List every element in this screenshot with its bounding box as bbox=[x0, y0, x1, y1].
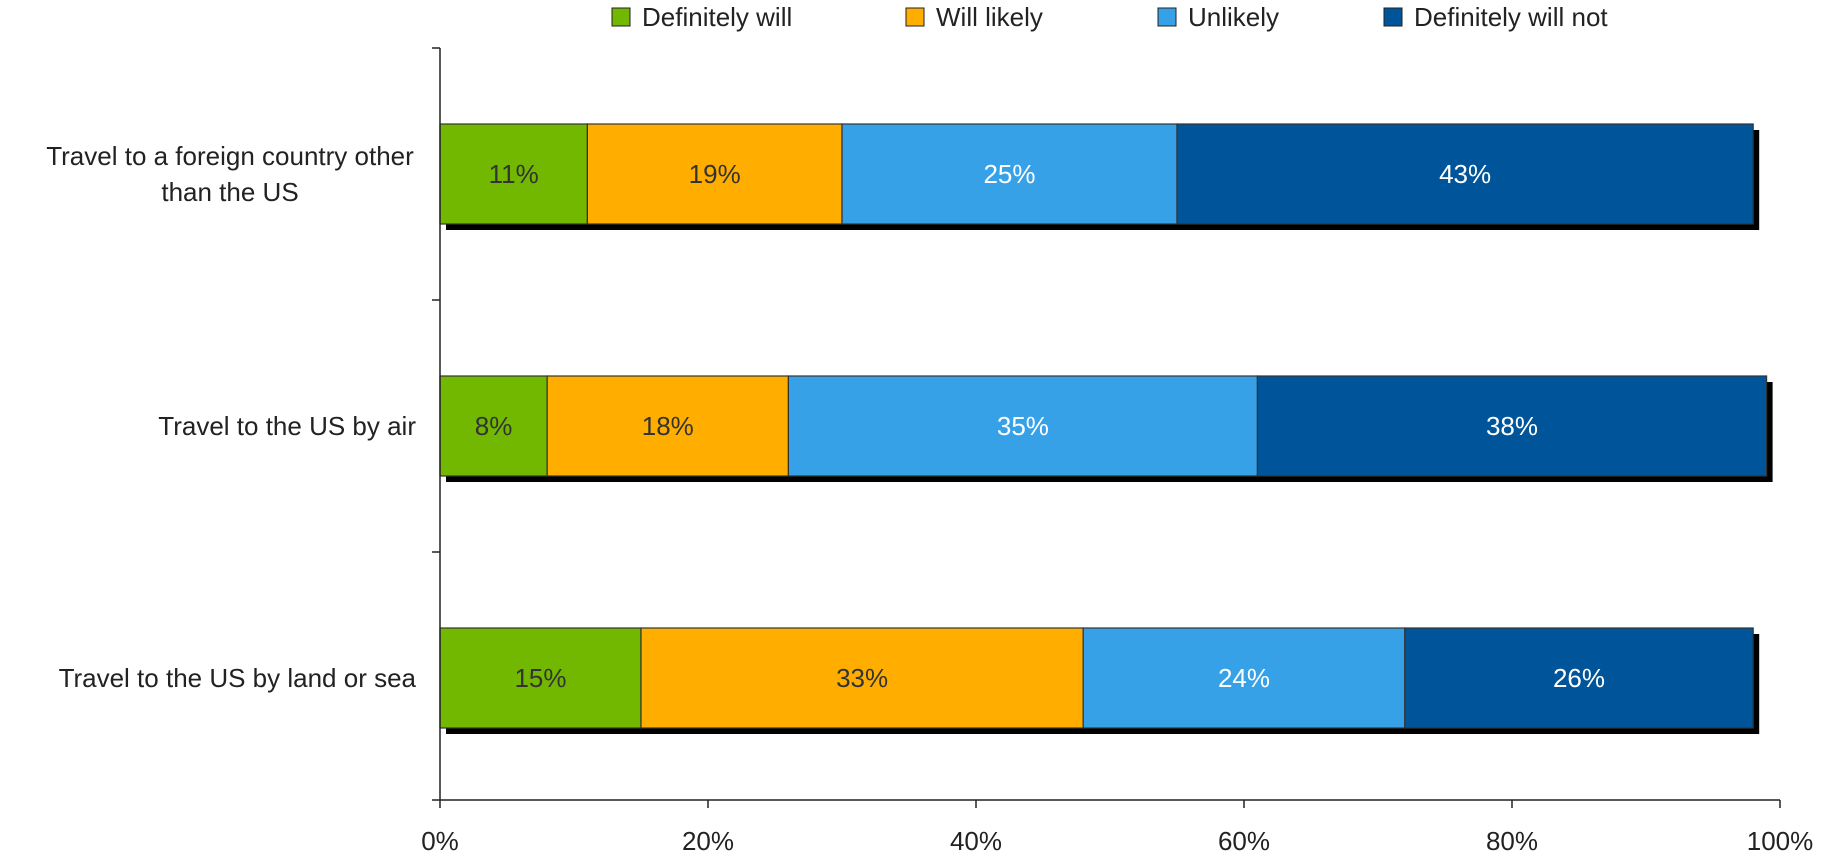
data-label: 11% bbox=[489, 159, 539, 189]
data-label: 35% bbox=[997, 411, 1049, 441]
legend-item-will-likely: Will likely bbox=[905, 2, 1043, 32]
legend-swatch bbox=[1383, 7, 1403, 27]
data-label: 43% bbox=[1439, 159, 1491, 189]
data-label: 38% bbox=[1486, 411, 1538, 441]
axes: 0% 20% 40% 60% 80% 100% bbox=[421, 47, 1814, 856]
x-tick-label: 20% bbox=[682, 826, 734, 856]
x-tick-label: 60% bbox=[1218, 826, 1270, 856]
bar-segment-unlikely bbox=[841, 123, 1178, 225]
legend-label: Definitely will not bbox=[1414, 2, 1608, 32]
legend-swatch bbox=[905, 7, 925, 27]
legend-item-unlikely: Unlikely bbox=[1157, 2, 1279, 32]
data-label: 18% bbox=[642, 411, 694, 441]
bar-group-travel-to-a-foreign-country-other-than-the-us: 11% 19% 25% 43% bbox=[439, 123, 1760, 230]
x-tick-label: 40% bbox=[950, 826, 1002, 856]
bar-segment-unlikely bbox=[787, 375, 1259, 477]
legend: Definitely will Will likely Unlikely Defini… bbox=[611, 2, 1608, 32]
legend-item-definitely-will-not: Definitely will not bbox=[1383, 2, 1608, 32]
bar-group-travel-to-the-us-by-land-or-sea: 15% 33% 24% 26% bbox=[439, 627, 1760, 734]
legend-swatch bbox=[611, 7, 631, 27]
category-label: Travel to the US by land or sea bbox=[59, 663, 417, 693]
x-tick-label: 80% bbox=[1486, 826, 1538, 856]
bar-segment-will-likely bbox=[586, 123, 843, 225]
data-label: 26% bbox=[1553, 663, 1605, 693]
bar-segment-will-likely bbox=[640, 627, 1084, 729]
bar-segment-will-likely bbox=[546, 375, 790, 477]
data-label: 8% bbox=[475, 411, 513, 441]
bar-segment-definitely-will bbox=[439, 123, 588, 225]
legend-item-definitely-will: Definitely will bbox=[611, 2, 792, 32]
x-tick-label: 100% bbox=[1747, 826, 1814, 856]
category-label: Travel to a foreign country other than th… bbox=[46, 141, 414, 207]
category-labels: Travel to a foreign country other than th… bbox=[46, 141, 416, 693]
bar-segment-unlikely bbox=[1082, 627, 1406, 729]
data-label: 33% bbox=[836, 663, 888, 693]
data-label: 19% bbox=[689, 159, 741, 189]
bar-segment-definitely-will-not bbox=[1176, 123, 1754, 225]
bar-group-travel-to-the-us-by-air: 8% 18% 35% 38% bbox=[439, 375, 1773, 482]
legend-label: Definitely will bbox=[642, 2, 792, 32]
legend-label: Unlikely bbox=[1188, 2, 1279, 32]
data-label: 15% bbox=[514, 663, 566, 693]
bar-segment-definitely-will-not bbox=[1404, 627, 1754, 729]
data-label: 25% bbox=[983, 159, 1035, 189]
bar-segment-definitely-will-not bbox=[1256, 375, 1768, 477]
bar-segment-definitely-will bbox=[439, 375, 548, 477]
x-tick-label: 0% bbox=[421, 826, 459, 856]
data-label: 24% bbox=[1218, 663, 1270, 693]
legend-label: Will likely bbox=[936, 2, 1043, 32]
category-label: Travel to the US by air bbox=[158, 411, 416, 441]
legend-swatch bbox=[1157, 7, 1177, 27]
bars: 11% 19% 25% 43% 8% 18% 35% 38% 15% 33% 24% 26% bbox=[439, 123, 1773, 734]
